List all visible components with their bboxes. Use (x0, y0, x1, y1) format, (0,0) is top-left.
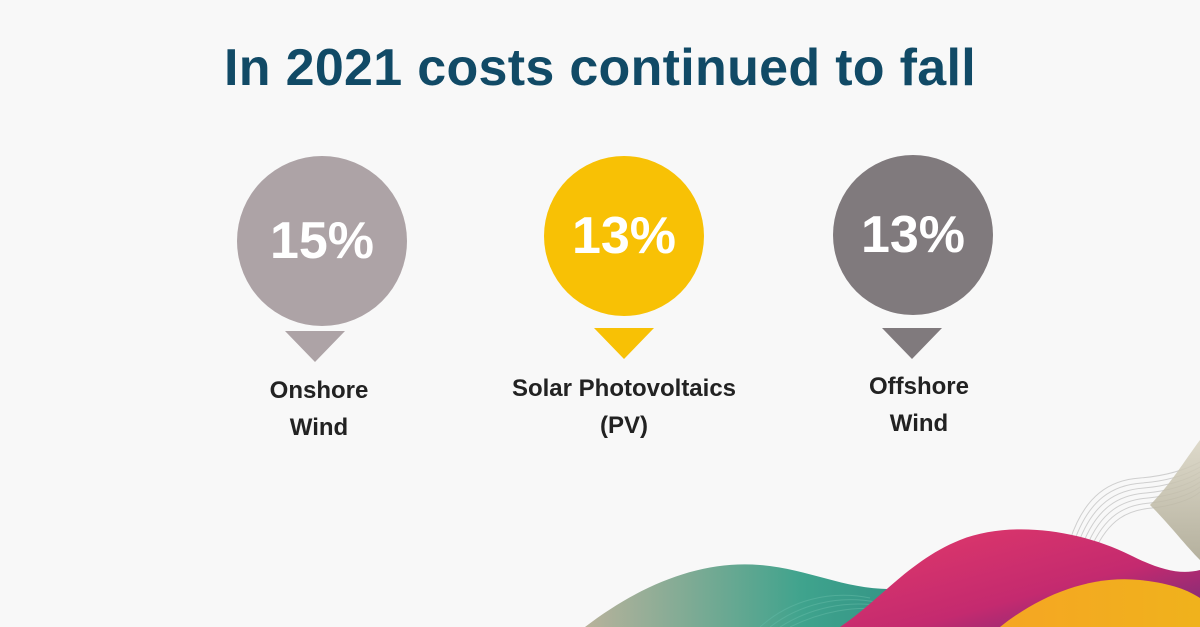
label-line-1: Offshore (868, 373, 969, 400)
label-line-2: Wind (289, 414, 349, 441)
stat-label-offshore: Offshore Wind (819, 368, 1019, 442)
label-line-2: (PV) (600, 412, 648, 439)
label-line-1: Solar Photovoltaics (511, 375, 737, 402)
stat-label-solar: Solar Photovoltaics (PV) (499, 370, 749, 444)
pointer-icon-solar (594, 328, 654, 359)
stat-value-onshore: 15% (269, 212, 375, 270)
stat-value-offshore: 13% (860, 206, 966, 264)
page-title: In 2021 costs continued to fall (224, 39, 976, 97)
label-line-2: Wind (889, 410, 949, 437)
pointer-icon-onshore (285, 331, 345, 362)
label-line-1: Onshore (269, 377, 369, 404)
stat-value-solar: 13% (571, 207, 677, 265)
wave-orange (1000, 579, 1200, 627)
line-arcs (1069, 461, 1200, 553)
wave-beige (1150, 440, 1200, 560)
pointer-icon-offshore (882, 328, 942, 359)
stat-circle-solar: 13% (544, 156, 704, 316)
stat-circle-offshore: 13% (833, 155, 993, 315)
stat-circle-onshore: 15% (237, 156, 407, 326)
stat-label-onshore: Onshore Wind (219, 372, 419, 446)
